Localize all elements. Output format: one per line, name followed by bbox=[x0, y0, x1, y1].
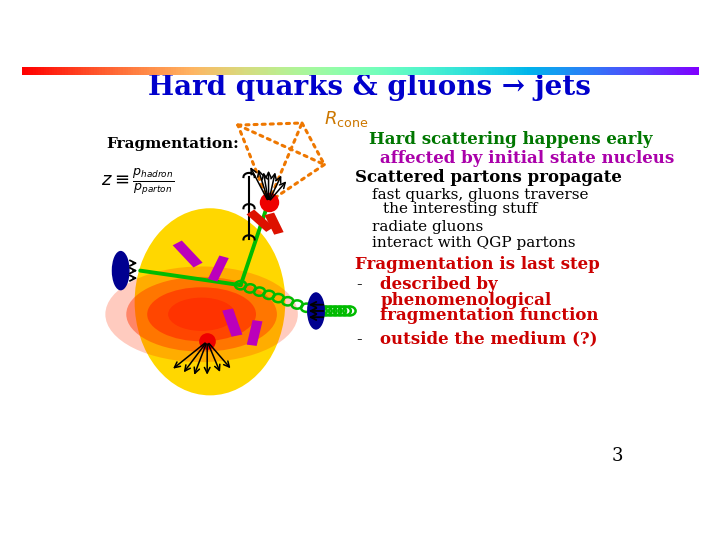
Text: radiate gluons: radiate gluons bbox=[372, 220, 483, 234]
Text: the interesting stuff: the interesting stuff bbox=[383, 202, 537, 217]
Text: Fragmentation is last step: Fragmentation is last step bbox=[355, 256, 600, 273]
Text: 3: 3 bbox=[612, 447, 624, 464]
Ellipse shape bbox=[126, 277, 277, 352]
Ellipse shape bbox=[147, 287, 256, 341]
Ellipse shape bbox=[135, 208, 285, 395]
Bar bbox=[173, 240, 202, 267]
Text: fast quarks, gluons traverse: fast quarks, gluons traverse bbox=[372, 187, 588, 201]
Text: interact with QGP partons: interact with QGP partons bbox=[372, 236, 575, 250]
Text: outside the medium (?): outside the medium (?) bbox=[380, 330, 598, 348]
Text: Scattered partons propagate: Scattered partons propagate bbox=[355, 168, 622, 186]
Text: phenomenological: phenomenological bbox=[380, 292, 552, 309]
Ellipse shape bbox=[168, 298, 235, 331]
Text: -: - bbox=[356, 276, 361, 293]
Bar bbox=[265, 213, 284, 235]
Ellipse shape bbox=[112, 251, 130, 291]
Ellipse shape bbox=[105, 266, 298, 362]
Text: -: - bbox=[356, 330, 361, 348]
Text: Hard quarks & gluons → jets: Hard quarks & gluons → jets bbox=[148, 74, 590, 101]
Text: affected by initial state nucleus: affected by initial state nucleus bbox=[380, 150, 675, 167]
Ellipse shape bbox=[307, 292, 325, 329]
Text: $R_{\rm cone}$: $R_{\rm cone}$ bbox=[324, 109, 369, 129]
Text: Hard scattering happens early: Hard scattering happens early bbox=[369, 131, 652, 148]
Bar bbox=[208, 255, 229, 281]
Text: described by: described by bbox=[380, 276, 498, 293]
Text: Fragmentation:: Fragmentation: bbox=[107, 137, 240, 151]
Bar bbox=[222, 308, 243, 337]
Bar bbox=[247, 320, 263, 346]
Text: fragmentation function: fragmentation function bbox=[380, 307, 598, 325]
Text: $z \equiv \frac{p_{hadron}}{p_{parton}}$: $z \equiv \frac{p_{hadron}}{p_{parton}}$ bbox=[101, 166, 174, 197]
Bar bbox=[246, 210, 274, 232]
